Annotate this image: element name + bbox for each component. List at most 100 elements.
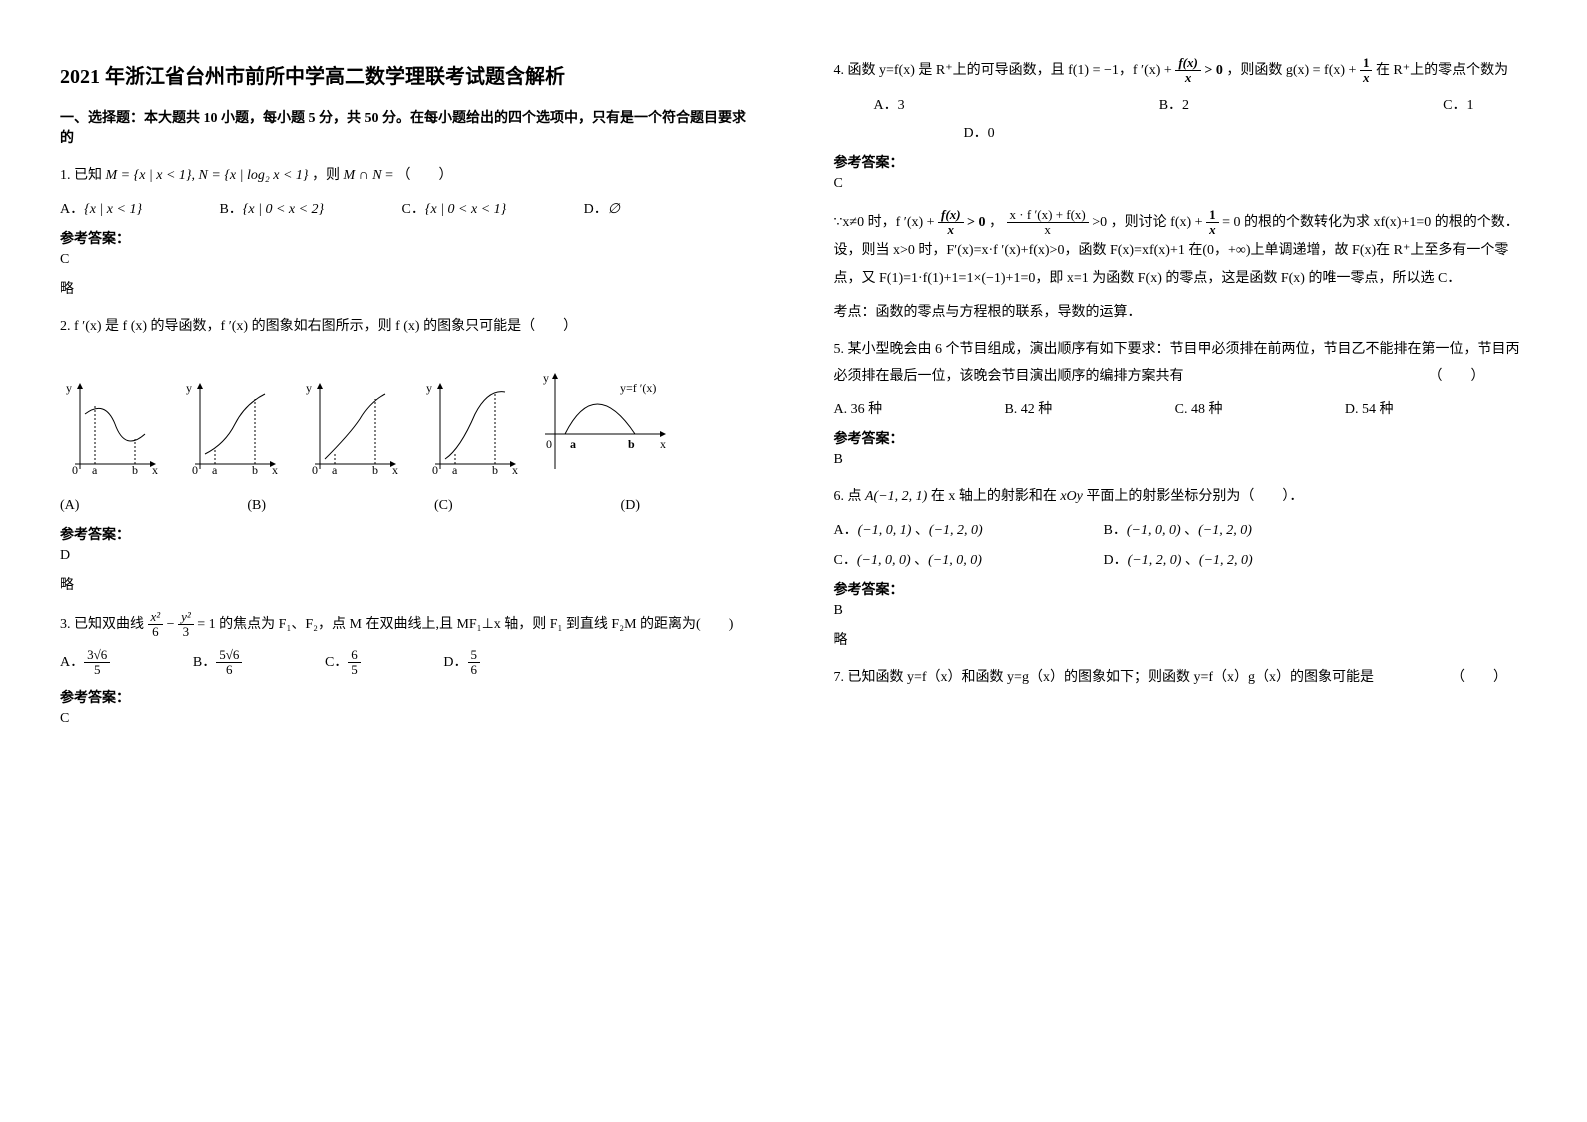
- svg-text:0: 0: [192, 463, 198, 474]
- q1-ans-label: 参考答案：: [60, 228, 754, 248]
- q1-note: 略: [60, 278, 754, 298]
- q1-stem-mid: ，则: [312, 168, 340, 183]
- q2-note: 略: [60, 574, 754, 594]
- q1-expr: M ∩ N: [344, 168, 382, 183]
- q2-graphs: y x 0 a b y x 0 a b: [60, 364, 754, 474]
- q4-explanation: ∵x≠0 时，f ′(x) + f(x)x > 0 ， x · f ′(x) +…: [834, 208, 1528, 294]
- q4-stem-post: 在 R⁺上的零点个数为: [1376, 63, 1508, 78]
- question-1: 1. 已知 M = {x | x < 1}, N = {x | log₂ x <…: [60, 163, 754, 190]
- q6-opt-d: D．(−1, 2, 0) 、(−1, 2, 0): [1104, 549, 1334, 569]
- q3-eq-tail: = 1: [197, 617, 215, 632]
- svg-text:b: b: [628, 437, 635, 451]
- q3-stem-post: x 轴，则 F₁ 到直线 F₂M 的距离为( ): [494, 617, 734, 632]
- q4-options-row1: A．3 B．2 C．1: [874, 94, 1474, 114]
- question-2: 2. f ′(x) 是 f (x) 的导函数，f ′(x) 的图象如右图所示，则…: [60, 314, 754, 341]
- svg-text:a: a: [212, 463, 218, 474]
- q2-opt-d: (D): [621, 498, 640, 514]
- q1-opt-d: D．∅: [584, 198, 620, 218]
- q6-options: A．(−1, 0, 1) 、(−1, 2, 0) B．(−1, 0, 0) 、(…: [834, 519, 1334, 569]
- q2-graph-d: y x 0 a b: [420, 374, 520, 474]
- svg-text:a: a: [332, 463, 338, 474]
- q1-opt-a: A．{x | x < 1}: [60, 198, 142, 218]
- q4-ans: C: [834, 176, 1528, 192]
- q1-set-def: M = {x | x < 1}, N = {x | log₂ x < 1}: [106, 168, 309, 183]
- question-4: 4. 函数 y=f(x) 是 R⁺上的可导函数，且 f(1) = −1，f ′(…: [834, 56, 1528, 86]
- svg-text:b: b: [492, 463, 498, 474]
- q6-opt-c: C．(−1, 0, 0) 、(−1, 0, 0): [834, 549, 1064, 569]
- q1-stem-post: = （ ）: [385, 168, 452, 183]
- svg-text:x: x: [660, 437, 666, 451]
- svg-text:y=f ′(x): y=f ′(x): [620, 381, 656, 395]
- question-7: 7. 已知函数 y=f（x）和函数 y=g（x）的图象如下；则函数 y=f（x）…: [834, 665, 1528, 692]
- q3-opt-d: D．56: [443, 648, 480, 678]
- svg-text:0: 0: [432, 463, 438, 474]
- q3-opt-a: A．3√65: [60, 648, 110, 678]
- question-5: 5. 某小型晚会由 6 个节目组成，演出顺序有如下要求：节目甲必须排在前两位，节…: [834, 337, 1528, 390]
- q2-graph-a: y x 0 a b: [60, 374, 160, 474]
- svg-text:x: x: [512, 463, 518, 474]
- svg-text:b: b: [132, 463, 138, 474]
- q5-opt-b: B. 42 种: [1004, 398, 1052, 418]
- q2-graph-fprime: y x 0 a b y=f ′(x): [540, 364, 670, 474]
- q3-ans-label: 参考答案：: [60, 687, 754, 707]
- q5-opt-d: D. 54 种: [1345, 398, 1394, 418]
- q4-opt-a: A．3: [874, 94, 905, 114]
- q4-ans-label: 参考答案：: [834, 152, 1528, 172]
- q3-frac-l: x²6: [148, 610, 164, 640]
- q4-stem-pre: 4. 函数 y=f(x) 是 R⁺上的可导函数，且 f(1) = −1，f ′(…: [834, 63, 1176, 78]
- q6-opt-a: A．(−1, 0, 1) 、(−1, 2, 0): [834, 519, 1064, 539]
- q4-opt-d: D．0: [964, 122, 1528, 142]
- q5-opt-c: C. 48 种: [1175, 398, 1223, 418]
- svg-text:b: b: [372, 463, 378, 474]
- q3-ans: C: [60, 711, 754, 727]
- q3-opt-b: B．5√66: [193, 648, 242, 678]
- q1-stem-pre: 1. 已知: [60, 168, 102, 183]
- q3-perp: ⊥: [482, 617, 494, 632]
- svg-text:a: a: [570, 437, 576, 451]
- svg-text:x: x: [392, 463, 398, 474]
- q2-options: (A) (B) (C) (D): [60, 498, 640, 514]
- q1-opt-c: C．{x | 0 < x < 1}: [402, 198, 507, 218]
- svg-text:0: 0: [312, 463, 318, 474]
- svg-text:x: x: [152, 463, 158, 474]
- q2-graph-b: y x 0 a b: [180, 374, 280, 474]
- svg-text:y: y: [426, 381, 432, 395]
- svg-text:y: y: [186, 381, 192, 395]
- q3-opt-c: C．65: [325, 648, 361, 678]
- q2-opt-c: (C): [434, 498, 453, 514]
- q2-opt-b: (B): [247, 498, 266, 514]
- svg-text:b: b: [252, 463, 258, 474]
- svg-text:y: y: [543, 371, 549, 385]
- q3-options: A．3√65 B．5√66 C．65 D．56: [60, 648, 480, 678]
- q1-opt-b: B．{x | 0 < x < 2}: [219, 198, 324, 218]
- svg-text:0: 0: [72, 463, 78, 474]
- section-1-heading: 一、选择题：本大题共 10 小题，每小题 5 分，共 50 分。在每小题给出的四…: [60, 107, 754, 147]
- q6-ans-label: 参考答案：: [834, 579, 1528, 599]
- svg-text:a: a: [92, 463, 98, 474]
- q1-ans: C: [60, 252, 754, 268]
- question-3: 3. 已知双曲线 x²6 − y²3 = 1 的焦点为 F₁、F₂，点 M 在双…: [60, 610, 754, 640]
- q5-options: A. 36 种 B. 42 种 C. 48 种 D. 54 种: [834, 398, 1394, 418]
- q6-ans: B: [834, 603, 1528, 619]
- q3-stem-pre: 3. 已知双曲线: [60, 617, 148, 632]
- page-title: 2021 年浙江省台州市前所中学高二数学理联考试题含解析: [60, 60, 754, 89]
- q4-gt0: > 0: [1204, 63, 1222, 78]
- q6-note: 略: [834, 629, 1528, 649]
- svg-text:a: a: [452, 463, 458, 474]
- q2-ans: D: [60, 548, 754, 564]
- q5-opt-a: A. 36 种: [834, 398, 883, 418]
- q4-stem-mid: ，则函数 g(x) = f(x) +: [1226, 63, 1360, 78]
- svg-text:y: y: [66, 381, 72, 395]
- q6-opt-b: B．(−1, 0, 0) 、(−1, 2, 0): [1104, 519, 1334, 539]
- q5-ans: B: [834, 452, 1528, 468]
- svg-text:y: y: [306, 381, 312, 395]
- q5-ans-label: 参考答案：: [834, 428, 1528, 448]
- question-6: 6. 点 A(−1, 2, 1) 在 x 轴上的射影和在 xOy 平面上的射影坐…: [834, 484, 1528, 511]
- svg-text:0: 0: [546, 437, 552, 451]
- q2-graph-c: y x 0 a b: [300, 374, 400, 474]
- q4-opt-c: C．1: [1443, 94, 1473, 114]
- q3-stem-mid: 的焦点为 F₁、F₂，点 M 在双曲线上,且 MF₁: [219, 617, 481, 632]
- q3-minus: −: [167, 617, 178, 632]
- q2-ans-label: 参考答案：: [60, 524, 754, 544]
- q4-opt-b: B．2: [1159, 94, 1189, 114]
